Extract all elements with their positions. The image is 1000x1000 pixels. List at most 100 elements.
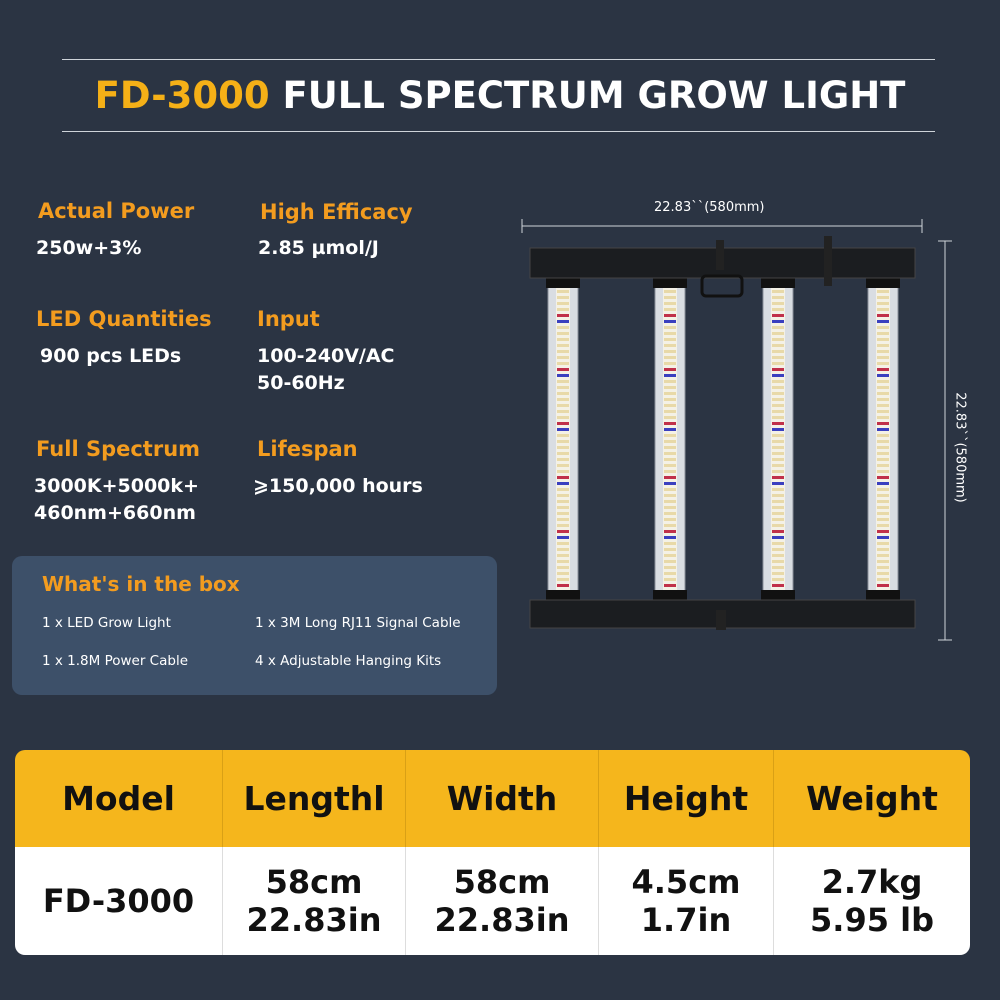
- led: [664, 374, 676, 377]
- product-image: [521, 219, 952, 641]
- spec-label: Actual Power: [38, 199, 195, 223]
- connector: [824, 236, 832, 286]
- led: [664, 290, 676, 293]
- title-model: FD-3000: [94, 74, 270, 117]
- led: [664, 578, 676, 581]
- led: [557, 380, 569, 383]
- led: [664, 398, 676, 401]
- led: [557, 410, 569, 413]
- led: [557, 416, 569, 419]
- led: [772, 356, 784, 359]
- led: [877, 380, 889, 383]
- led: [557, 404, 569, 407]
- led: [772, 488, 784, 491]
- led: [664, 494, 676, 497]
- led: [877, 548, 889, 551]
- led: [772, 338, 784, 341]
- led: [877, 572, 889, 575]
- led: [772, 302, 784, 305]
- led: [772, 290, 784, 293]
- led: [772, 314, 784, 317]
- header-cell: Model: [15, 750, 223, 847]
- spec-value: 50-60Hz: [257, 372, 345, 394]
- led: [557, 326, 569, 329]
- led: [772, 386, 784, 389]
- led: [557, 308, 569, 311]
- led: [877, 416, 889, 419]
- led: [877, 434, 889, 437]
- led: [772, 530, 784, 533]
- led: [557, 476, 569, 479]
- led: [877, 344, 889, 347]
- led: [664, 380, 676, 383]
- cell-line: 4.5cm: [631, 863, 741, 901]
- led: [772, 512, 784, 515]
- box-item: 1 x 3M Long RJ11 Signal Cable: [255, 615, 461, 631]
- led: [557, 524, 569, 527]
- led: [772, 560, 784, 563]
- led: [664, 332, 676, 335]
- led: [877, 584, 889, 587]
- led: [877, 452, 889, 455]
- spec-label: Full Spectrum: [36, 437, 201, 461]
- led: [664, 524, 676, 527]
- cell: FD-3000: [15, 847, 223, 955]
- led: [557, 518, 569, 521]
- led: [772, 542, 784, 545]
- height-label: 22.83``(580mm): [952, 392, 968, 503]
- led: [772, 458, 784, 461]
- led: [772, 494, 784, 497]
- led: [772, 500, 784, 503]
- led: [557, 542, 569, 545]
- header-cell: Height: [598, 750, 774, 847]
- led: [772, 506, 784, 509]
- led: [664, 326, 676, 329]
- led: [664, 356, 676, 359]
- led: [557, 488, 569, 491]
- led: [664, 296, 676, 299]
- cell-line: 58cm: [453, 863, 551, 901]
- rule: [62, 59, 935, 60]
- led: [557, 290, 569, 293]
- led: [557, 362, 569, 365]
- led: [877, 338, 889, 341]
- led: [772, 374, 784, 377]
- led: [664, 512, 676, 515]
- led: [877, 494, 889, 497]
- led: [772, 446, 784, 449]
- led: [877, 356, 889, 359]
- led: [557, 392, 569, 395]
- cell-line: 22.83in: [434, 901, 570, 939]
- led: [877, 422, 889, 425]
- led: [877, 506, 889, 509]
- led: [664, 392, 676, 395]
- led: [877, 518, 889, 521]
- led: [557, 338, 569, 341]
- led: [877, 536, 889, 539]
- led: [772, 584, 784, 587]
- led: [772, 566, 784, 569]
- led: [557, 398, 569, 401]
- led: [877, 296, 889, 299]
- led: [772, 380, 784, 383]
- spec-value: 250w+3%: [36, 237, 142, 259]
- led: [557, 350, 569, 353]
- led: [557, 440, 569, 443]
- box-item: 1 x LED Grow Light: [42, 615, 171, 631]
- led: [772, 554, 784, 557]
- led: [772, 572, 784, 575]
- led: [877, 512, 889, 515]
- led: [877, 290, 889, 293]
- title: FD-3000 FULL SPECTRUM GROW LIGHT: [0, 74, 1000, 117]
- led: [877, 560, 889, 563]
- driver-bracket: [700, 274, 744, 298]
- rule: [62, 131, 935, 132]
- led: [877, 320, 889, 323]
- spec-value: 3000K+5000k+: [34, 475, 199, 497]
- led: [877, 302, 889, 305]
- led: [772, 398, 784, 401]
- led: [877, 362, 889, 365]
- led: [877, 488, 889, 491]
- led: [877, 398, 889, 401]
- header-row: Model Lengthl Width Height Weight: [15, 750, 970, 847]
